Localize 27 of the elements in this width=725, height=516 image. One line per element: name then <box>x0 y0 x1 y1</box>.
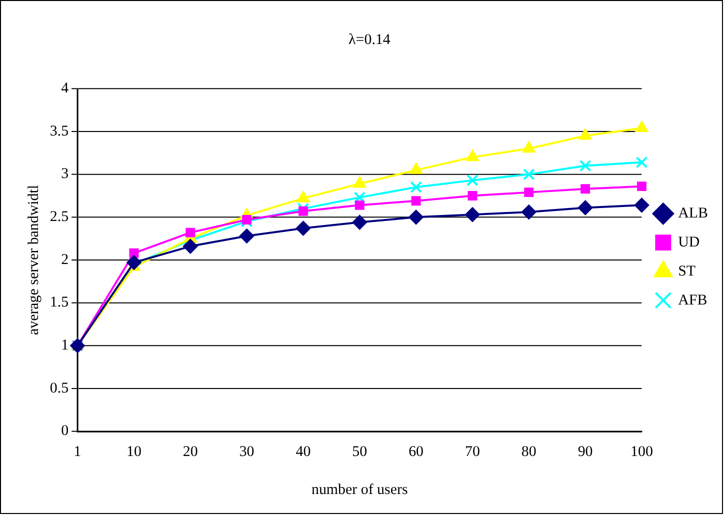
legend-label: ALB <box>678 206 708 222</box>
legend-label: AFB <box>678 292 708 308</box>
y-axis-title: average server bandwidtl <box>26 184 42 336</box>
chart-title: λ=0.14 <box>348 32 391 48</box>
y-tick-label: 1 <box>61 338 69 354</box>
x-tick-label: 30 <box>239 444 254 460</box>
y-tick-label: 3 <box>61 166 69 182</box>
y-tick-label: 1.5 <box>50 294 69 311</box>
x-tick-label: 60 <box>408 444 424 460</box>
x-tick-label: 1 <box>74 444 82 460</box>
y-tick-label: 4 <box>61 80 70 97</box>
x-tick-label: 20 <box>182 444 198 460</box>
x-axis-title: number of users <box>311 482 408 498</box>
x-tick-label: 10 <box>126 444 142 460</box>
legend-label: ST <box>678 263 696 280</box>
x-tick-label: 100 <box>630 444 653 460</box>
y-tick-label: 0 <box>61 423 69 440</box>
y-tick-label: 2.5 <box>50 209 69 226</box>
y-tick-label: 3.5 <box>50 123 69 140</box>
x-tick-label: 50 <box>352 444 368 460</box>
legend-label: UD <box>678 234 700 250</box>
y-tick-label: 0.5 <box>50 380 69 396</box>
y-tick-label: 2 <box>61 252 69 268</box>
x-tick-label: 80 <box>521 444 536 460</box>
x-tick-label: 90 <box>578 444 593 460</box>
x-tick-label: 40 <box>296 444 311 460</box>
x-tick-label: 70 <box>464 444 480 460</box>
